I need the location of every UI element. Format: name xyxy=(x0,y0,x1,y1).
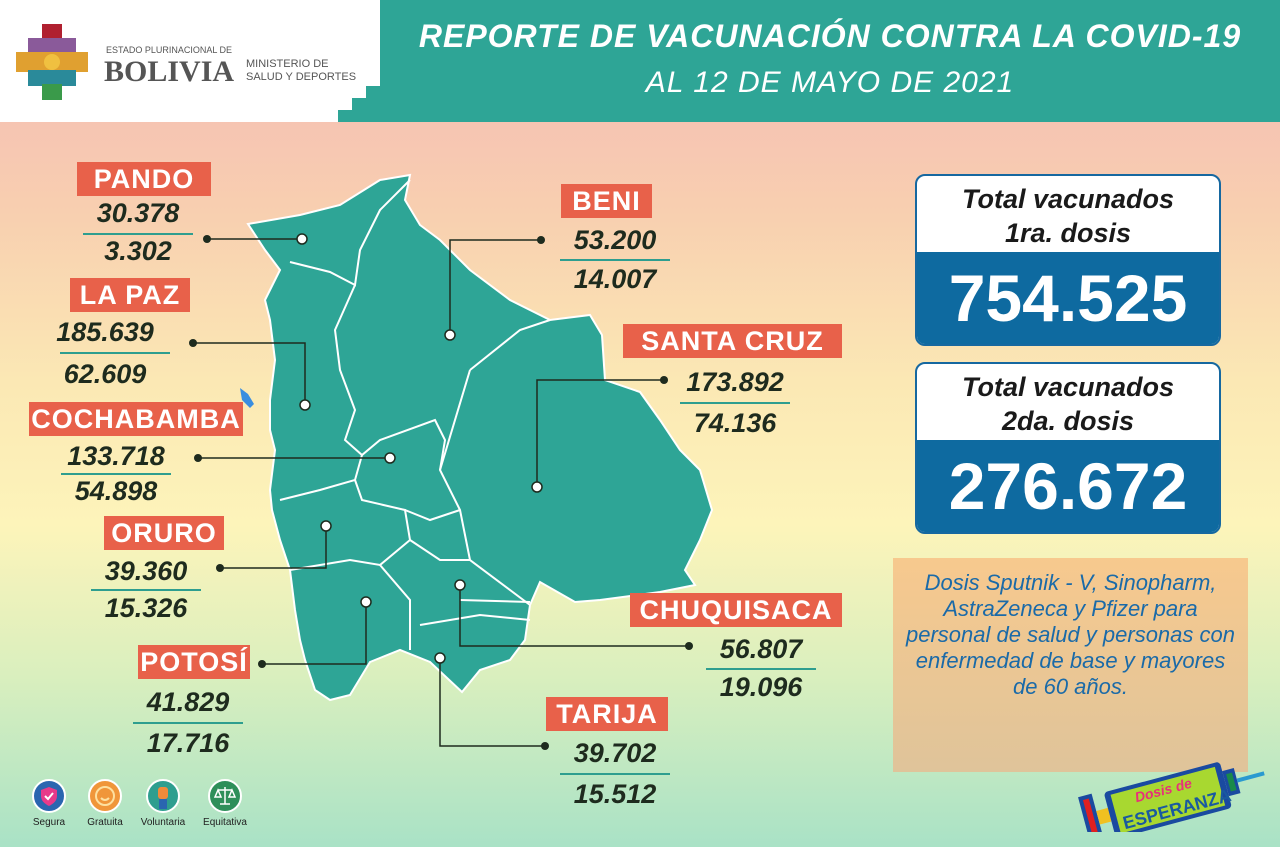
scales-icon xyxy=(208,779,242,813)
cochabamba-dose1: 133.718 xyxy=(67,441,165,471)
dept-label-santa-cruz: SANTA CRUZ xyxy=(623,324,842,358)
heading-line1: Total vacunados xyxy=(961,184,1175,214)
dept-label-la-paz: LA PAZ xyxy=(70,278,190,312)
santa-cruz-dose1: 173.892 xyxy=(686,367,784,397)
heading-line1: Total vacunados xyxy=(961,372,1175,402)
page-subtitle: AL 12 DE MAYO DE 2021 xyxy=(645,66,1015,99)
lake-titicaca xyxy=(240,388,254,408)
cochabamba-dose2: 54.898 xyxy=(74,476,158,506)
dosis-de-esperanza-syringe-logo: Dosis de ESPERANZA xyxy=(1078,762,1265,832)
chuquisaca-dose2: 19.096 xyxy=(719,672,803,702)
header-banner xyxy=(338,0,1280,122)
oruro-dose2: 15.326 xyxy=(104,593,188,623)
beni-dose2: 14.007 xyxy=(573,264,657,294)
dept-label-cochabamba: COCHABAMBA xyxy=(29,402,243,436)
divider xyxy=(680,402,790,404)
dept-label-potosi: POTOSÍ xyxy=(138,645,250,679)
la-paz-dose2: 62.609 xyxy=(63,359,147,389)
divider xyxy=(61,473,171,475)
ministry-line1: MINISTERIO DE xyxy=(246,58,329,70)
badge-label-gratuita: Gratuita xyxy=(87,817,123,828)
logo-small-text: ESTADO PLURINACIONAL DE xyxy=(106,45,233,55)
la-paz-dose1: 185.639 xyxy=(56,317,154,347)
smile-icon xyxy=(88,779,122,813)
divider xyxy=(83,233,193,235)
badge-label-equitativa: Equitativa xyxy=(203,817,247,828)
leader-lines xyxy=(193,238,689,747)
dept-label-pando: PANDO xyxy=(77,162,211,196)
divider xyxy=(706,668,816,670)
tarija-dose1: 39.702 xyxy=(573,738,657,768)
total-second-dose-card: Total vacunados 2da. dosis 276.672 xyxy=(915,362,1221,534)
divider xyxy=(560,259,670,261)
total-second-dose-heading: Total vacunados 2da. dosis xyxy=(917,364,1219,444)
dept-label-oruro: ORURO xyxy=(104,516,224,550)
label-dots xyxy=(189,235,693,750)
page-title: REPORTE DE VACUNACIÓN CONTRA LA COVID-19 xyxy=(418,18,1242,54)
divider xyxy=(133,722,243,724)
dept-label-chuquisaca: CHUQUISACA xyxy=(630,593,842,627)
shield-check-icon xyxy=(32,779,66,813)
total-first-dose-value: 754.525 xyxy=(917,252,1219,344)
heading-line2: 1ra. dosis xyxy=(1004,218,1132,248)
divider xyxy=(560,773,670,775)
ministry-line2: SALUD Y DEPORTES xyxy=(246,71,357,83)
dept-label-beni: BENI xyxy=(561,184,652,218)
tarija-dose2: 15.512 xyxy=(573,779,657,809)
vaccine-note: Dosis Sputnik - V, Sinopharm, AstraZenec… xyxy=(893,558,1248,772)
bolivia-emblem-logo xyxy=(16,24,88,100)
ministry-name: MINISTERIO DE SALUD Y DEPORTES xyxy=(246,58,356,84)
capital-markers xyxy=(296,233,543,664)
badge-label-voluntaria: Voluntaria xyxy=(140,817,186,828)
pando-dose2: 3.302 xyxy=(104,236,172,266)
department-borders xyxy=(279,179,551,650)
potosi-dose2: 17.716 xyxy=(146,728,230,758)
heading-line2: 2da. dosis xyxy=(1001,406,1135,436)
chuquisaca-dose1: 56.807 xyxy=(719,634,803,664)
oruro-dose1: 39.360 xyxy=(104,556,188,586)
potosi-dose1: 41.829 xyxy=(146,687,230,717)
total-first-dose-card: Total vacunados 1ra. dosis 754.525 xyxy=(915,174,1221,346)
santa-cruz-dose2: 74.136 xyxy=(693,408,777,438)
dept-label-tarija: TARIJA xyxy=(546,697,668,731)
beni-dose1: 53.200 xyxy=(573,225,657,255)
divider xyxy=(60,352,170,354)
total-first-dose-heading: Total vacunados 1ra. dosis xyxy=(917,176,1219,256)
logo-bolivia-text: BOLIVIA xyxy=(104,55,235,88)
divider xyxy=(91,589,201,591)
raised-hand-icon xyxy=(146,779,180,813)
pando-dose1: 30.378 xyxy=(96,198,180,228)
total-second-dose-value: 276.672 xyxy=(917,440,1219,532)
badge-label-segura: Segura xyxy=(32,817,66,828)
